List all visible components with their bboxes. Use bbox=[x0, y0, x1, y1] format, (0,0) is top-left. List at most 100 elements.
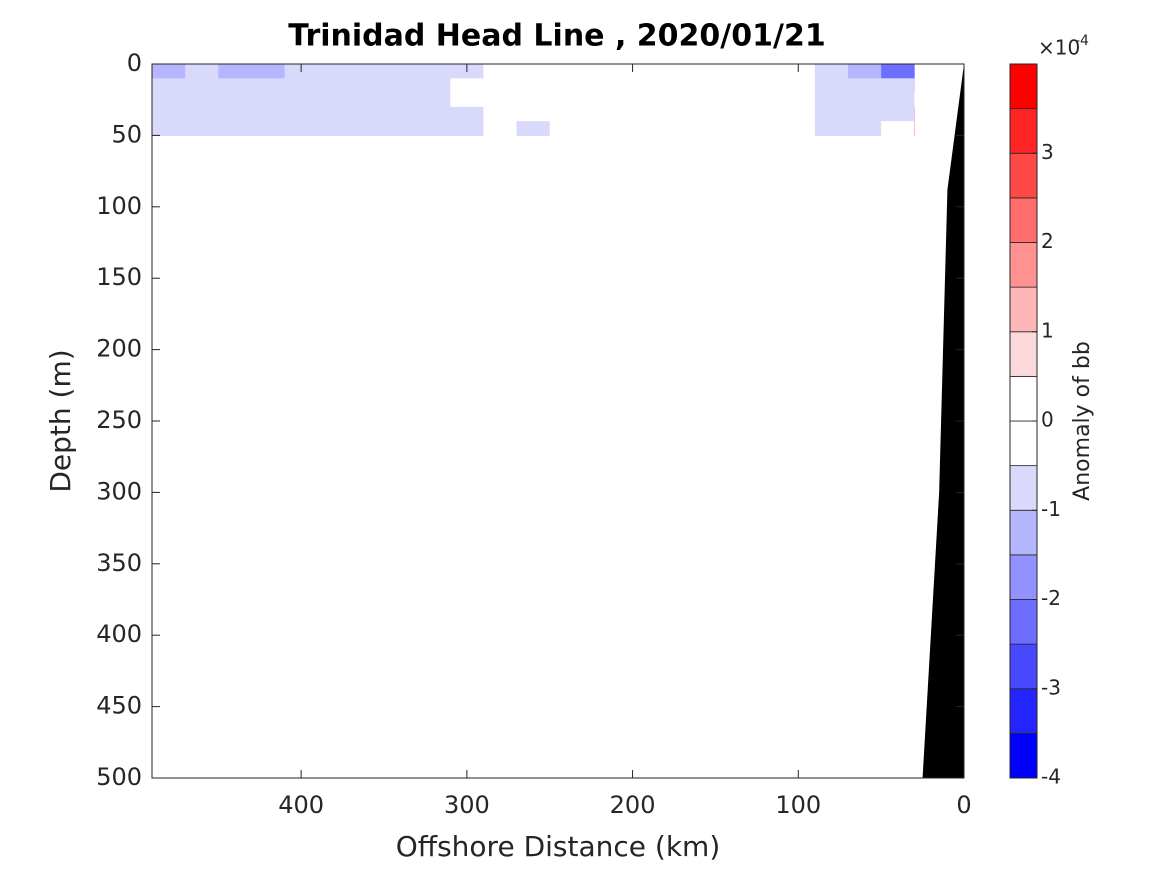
contour-cell bbox=[848, 106, 882, 122]
contour-cell bbox=[649, 64, 683, 79]
contour-cell bbox=[152, 92, 186, 108]
contour-cell bbox=[185, 64, 219, 79]
y-tick-label: 0 bbox=[127, 49, 142, 77]
colorbar-tick-label: -2 bbox=[1041, 586, 1061, 610]
colorbar-tick-label: -3 bbox=[1041, 675, 1061, 699]
contour-cell bbox=[748, 121, 783, 136]
contour-cell bbox=[715, 78, 750, 94]
contour-cell bbox=[682, 121, 717, 136]
contour-cell bbox=[748, 92, 783, 108]
contour-cell bbox=[218, 78, 253, 94]
colorbar-band bbox=[1009, 465, 1038, 511]
contour-cell bbox=[350, 64, 385, 79]
contour-cell bbox=[748, 106, 783, 122]
contour-cell bbox=[814, 78, 849, 94]
contour-cell bbox=[549, 78, 584, 94]
contour-cell bbox=[384, 106, 418, 122]
colorbar-band bbox=[1009, 554, 1038, 600]
contour-cell bbox=[582, 121, 617, 136]
contour-cell bbox=[384, 64, 418, 79]
contour-cell bbox=[450, 92, 485, 108]
contour-cell bbox=[516, 64, 551, 79]
contour-cell bbox=[251, 92, 286, 108]
colorbar-band bbox=[1009, 599, 1038, 645]
contour-cell bbox=[417, 78, 451, 94]
contour-cell bbox=[350, 92, 385, 108]
colorbar-tick-label: 3 bbox=[1041, 140, 1054, 164]
contour-cell bbox=[218, 121, 253, 136]
contour-cell bbox=[649, 78, 683, 94]
colorbar-band bbox=[1009, 732, 1038, 779]
contour-cell bbox=[715, 92, 750, 108]
contour-cell bbox=[914, 106, 915, 122]
contour-cell bbox=[781, 106, 816, 122]
contour-cell bbox=[450, 121, 485, 136]
contour-cell bbox=[317, 92, 352, 108]
colorbar-band bbox=[1009, 375, 1038, 422]
contour-cell bbox=[715, 106, 750, 122]
contour-cell bbox=[848, 92, 882, 108]
contour-cell bbox=[251, 121, 286, 136]
contour-cell bbox=[582, 64, 617, 79]
contour-cell bbox=[417, 64, 451, 79]
contour-cell bbox=[814, 92, 849, 108]
colorbar-label: Anomaly of bb bbox=[1070, 341, 1095, 501]
chart-title: Trinidad Head Line , 2020/01/21 bbox=[288, 19, 825, 54]
contour-cell bbox=[582, 78, 617, 94]
contour-cell bbox=[152, 78, 186, 94]
contour-cell bbox=[914, 64, 915, 79]
contour-cell bbox=[682, 64, 717, 79]
contour-cell bbox=[185, 121, 219, 136]
contour-cell bbox=[814, 121, 849, 136]
contour-cell bbox=[218, 64, 253, 79]
contour-cell bbox=[682, 92, 717, 108]
colorbar-band bbox=[1009, 643, 1038, 690]
contour-cell bbox=[251, 64, 286, 79]
y-tick-label: 300 bbox=[96, 477, 142, 505]
contour-cell bbox=[516, 106, 551, 122]
contour-cell bbox=[914, 78, 915, 94]
contour-cell bbox=[582, 106, 617, 122]
x-tick-label: 200 bbox=[610, 791, 656, 819]
colorbar-band bbox=[1009, 509, 1038, 556]
contour-cell bbox=[881, 121, 915, 136]
y-tick-label: 500 bbox=[96, 763, 142, 791]
y-tick-label: 400 bbox=[96, 620, 142, 648]
contour-cell bbox=[549, 106, 584, 122]
colorbar-tick-label: 0 bbox=[1041, 408, 1054, 432]
contour-cell bbox=[284, 92, 319, 108]
contour-cell bbox=[616, 78, 650, 94]
contour-cell bbox=[748, 78, 783, 94]
contour-cell bbox=[616, 92, 650, 108]
colorbar-band bbox=[1009, 420, 1038, 467]
x-tick-label: 300 bbox=[444, 791, 490, 819]
contour-cell bbox=[848, 78, 882, 94]
contour-cell bbox=[914, 92, 915, 108]
contour-cell bbox=[417, 106, 451, 122]
colorbar-band bbox=[1009, 108, 1038, 154]
contour-cell bbox=[881, 78, 915, 94]
x-tick-label: 400 bbox=[278, 791, 324, 819]
axes-box bbox=[151, 63, 965, 779]
contour-cell bbox=[417, 92, 451, 108]
contour-cell bbox=[848, 64, 882, 79]
colorbar-band bbox=[1009, 197, 1038, 243]
contour-cell bbox=[152, 64, 186, 79]
y-tick-label: 450 bbox=[96, 692, 142, 720]
contour-cell bbox=[616, 106, 650, 122]
contour-cell bbox=[649, 92, 683, 108]
colorbar-tick-label: -4 bbox=[1041, 765, 1061, 789]
contour-cell bbox=[649, 106, 683, 122]
colorbar-band bbox=[1009, 286, 1038, 333]
colorbar-multiplier: ×10 bbox=[1038, 36, 1080, 60]
contour-cell bbox=[317, 78, 352, 94]
contour-cell bbox=[450, 106, 485, 122]
contour-cell bbox=[384, 78, 418, 94]
contour-cell bbox=[317, 121, 352, 136]
contour-cell bbox=[317, 64, 352, 79]
contour-cell bbox=[185, 78, 219, 94]
contour-cell bbox=[218, 92, 253, 108]
contour-cell bbox=[152, 121, 186, 136]
contour-cell bbox=[185, 92, 219, 108]
